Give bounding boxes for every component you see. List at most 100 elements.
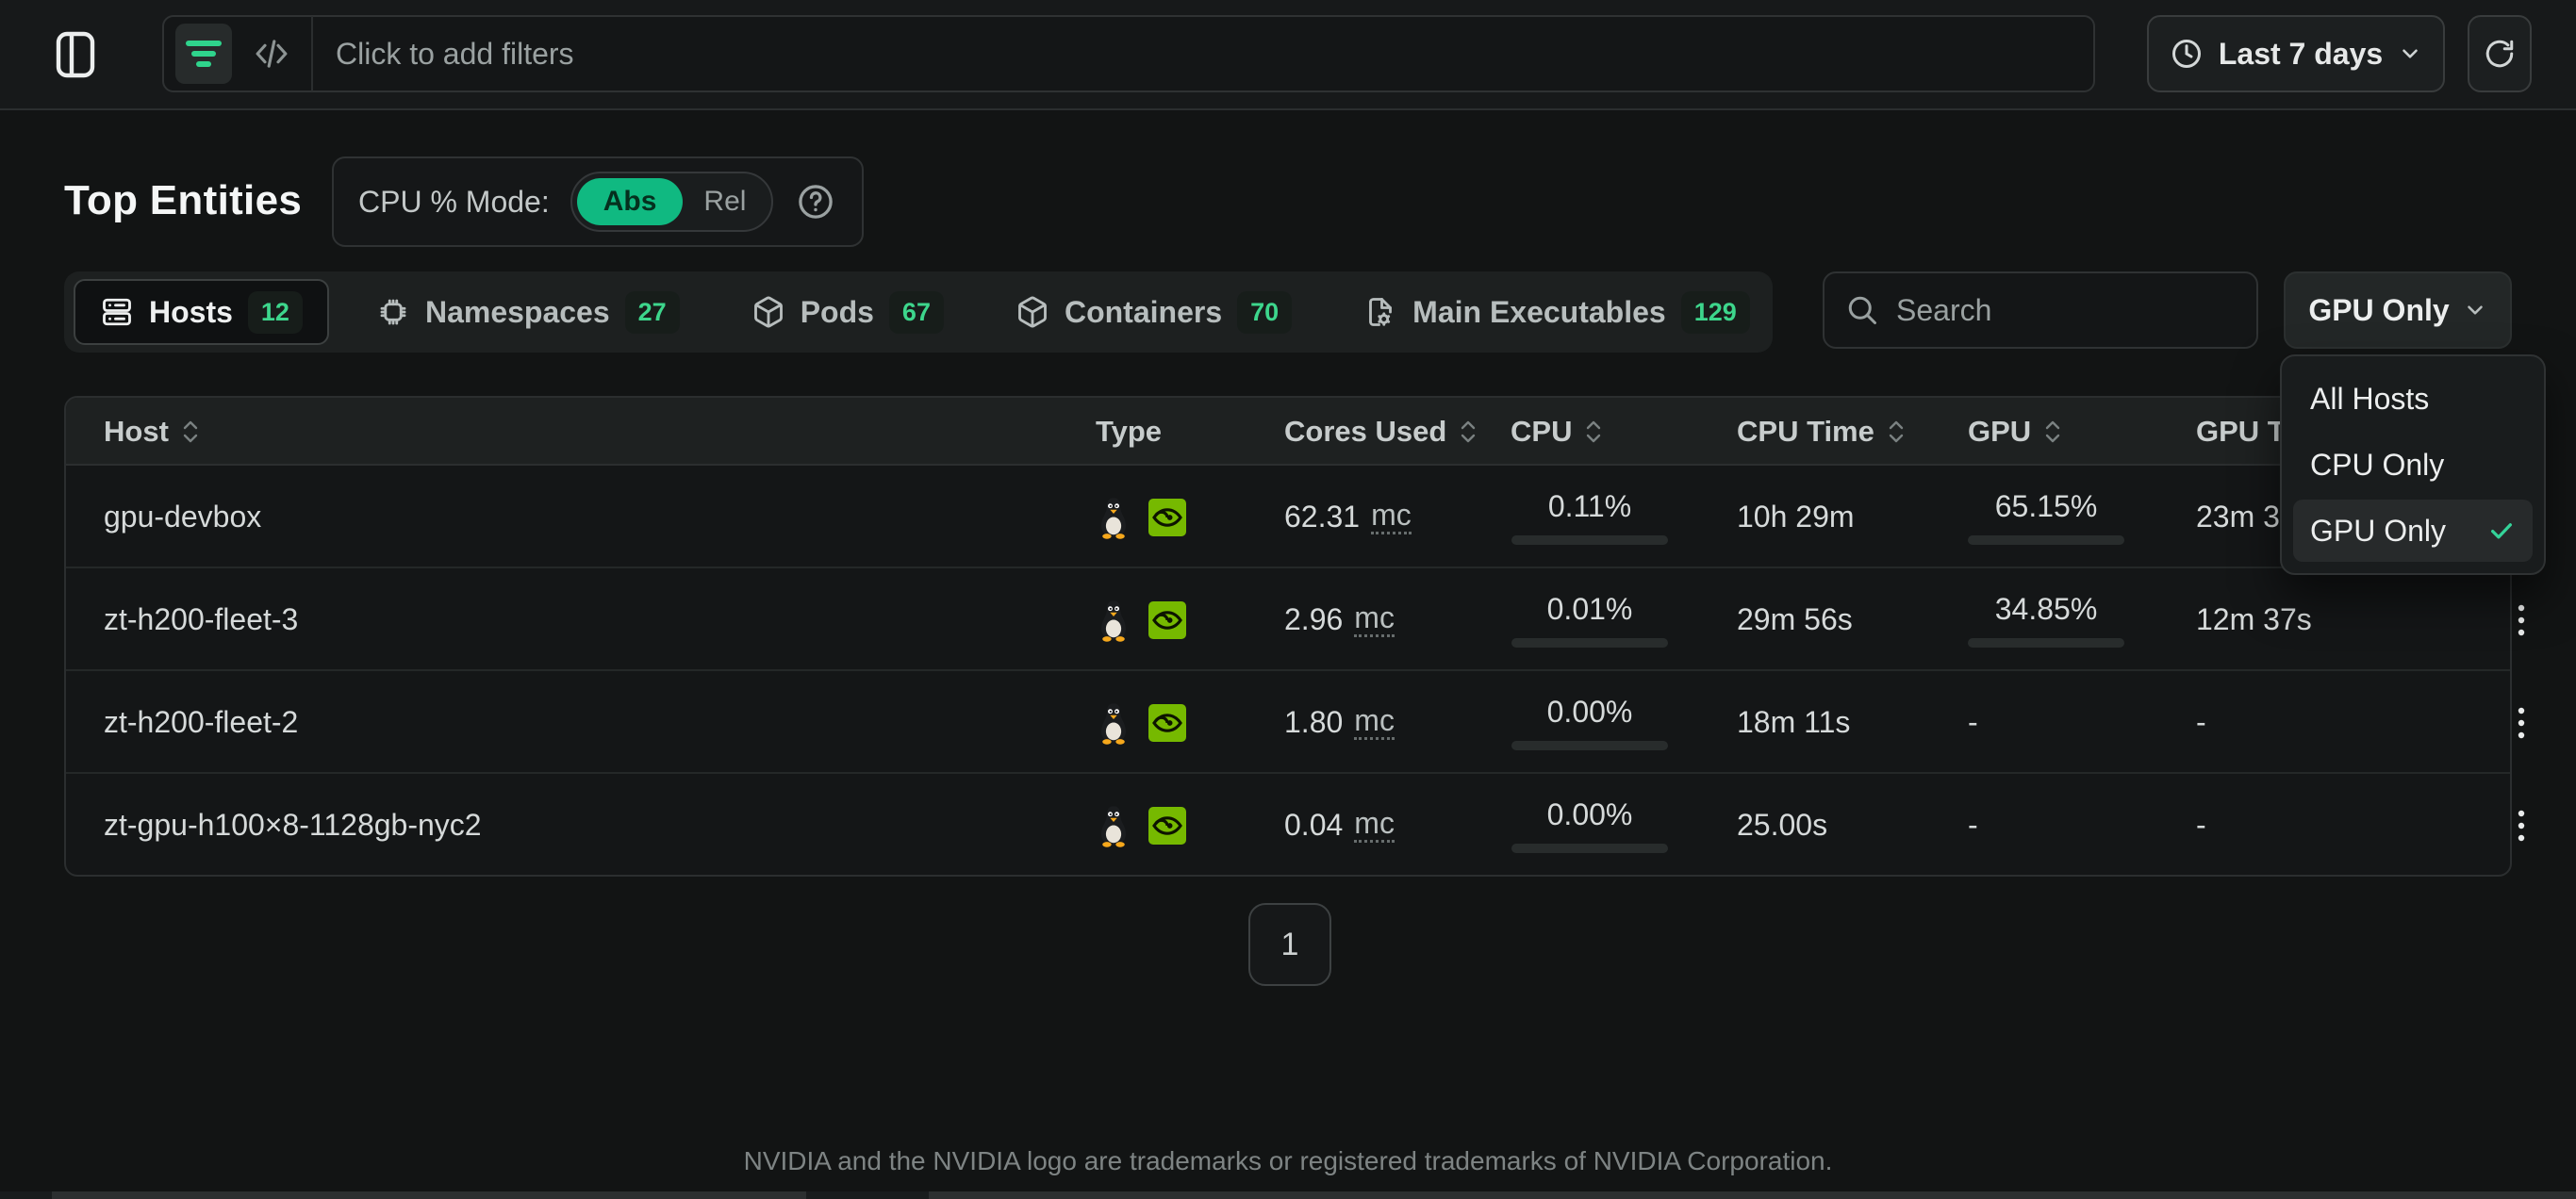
- tab-pods-count: 67: [888, 290, 944, 334]
- row-menu-button[interactable]: [2499, 774, 2544, 877]
- tab-containers-label: Containers: [1064, 294, 1223, 329]
- tab-main-executables[interactable]: Main Executables 129: [1339, 279, 1775, 345]
- filter-button[interactable]: [175, 24, 232, 84]
- column-header-cores-used[interactable]: Cores Used: [1284, 398, 1478, 466]
- check-icon: [2491, 523, 2512, 539]
- chip-icon: [376, 295, 410, 329]
- table-row[interactable]: zt-gpu-h100×8-1128gb-nyc2 0.04 mc 0.00% …: [66, 774, 2525, 877]
- filter-bar-divider: [311, 16, 313, 91]
- menu-item-gpu-only[interactable]: GPU Only: [2293, 500, 2533, 562]
- cpu-percent-bar: [1511, 638, 1668, 648]
- gpu-percent-cell: 34.85%: [1968, 568, 2124, 671]
- row-menu-button[interactable]: [2499, 568, 2544, 671]
- menu-item-label: CPU Only: [2310, 447, 2445, 482]
- cpu-percent-bar: [1511, 535, 1668, 545]
- bottom-strip-gap: [0, 1191, 52, 1199]
- tab-pods[interactable]: Pods 67: [727, 279, 968, 345]
- table-row[interactable]: zt-h200-fleet-3 2.96 mc 0.01% 29m 56s 34…: [66, 568, 2525, 671]
- pagination-page-1-button[interactable]: 1: [1248, 903, 1331, 986]
- column-header-host[interactable]: Host: [104, 398, 201, 466]
- cpu-time-cell: 25.00s: [1737, 808, 1828, 842]
- column-label: CPU: [1511, 415, 1573, 448]
- kebab-menu-icon: [2518, 604, 2525, 635]
- host-filter-dropdown-button[interactable]: GPU Only: [2284, 271, 2512, 349]
- tab-main-executables-label: Main Executables: [1412, 294, 1666, 329]
- host-name[interactable]: zt-h200-fleet-2: [104, 705, 299, 739]
- cores-unit[interactable]: mc: [1371, 500, 1412, 534]
- cores-unit[interactable]: mc: [1354, 705, 1395, 740]
- footer-trademark-text: NVIDIA and the NVIDIA logo are trademark…: [743, 1146, 1833, 1175]
- menu-item-all-hosts[interactable]: All Hosts: [2293, 368, 2533, 430]
- host-type-icons: [1096, 671, 1186, 774]
- cpu-percent-bar: [1511, 844, 1668, 853]
- clock-icon: [2171, 40, 2201, 68]
- cores-used-cell: 0.04 mc: [1284, 774, 1395, 877]
- host-name[interactable]: gpu-devbox: [104, 500, 262, 534]
- column-header-cpu[interactable]: CPU: [1511, 398, 1604, 466]
- refresh-button[interactable]: [2468, 15, 2532, 92]
- kebab-menu-icon: [2518, 810, 2525, 841]
- cpu-mode-help-button[interactable]: [794, 180, 837, 223]
- cpu-mode-label: CPU % Mode:: [358, 184, 550, 219]
- gpu-time-cell: 12m 37s: [2196, 602, 2312, 636]
- cores-unit[interactable]: mc: [1354, 808, 1395, 843]
- cores-unit[interactable]: mc: [1354, 602, 1395, 637]
- search-input[interactable]: Search: [1823, 271, 2258, 349]
- column-header-gpu[interactable]: GPU: [1968, 398, 2063, 466]
- linux-tux-icon: [1100, 805, 1127, 847]
- search-icon: [1848, 296, 1876, 324]
- cpu-percent-cell: 0.00%: [1511, 774, 1668, 877]
- gpu-percent-cell: 65.15%: [1968, 466, 2124, 568]
- tab-containers[interactable]: Containers 70: [991, 279, 1316, 345]
- package-icon: [751, 295, 785, 329]
- gpu-percent-cell: -: [1968, 705, 1978, 739]
- cpu-percent-value: 0.11%: [1547, 489, 1632, 523]
- sort-icon: [183, 420, 198, 443]
- cpu-time-cell: 29m 56s: [1737, 602, 1853, 636]
- host-filter-menu: All Hosts CPU Only GPU Only: [2280, 354, 2546, 575]
- cores-used-cell: 1.80 mc: [1284, 671, 1395, 774]
- filter-input-placeholder[interactable]: Click to add filters: [336, 36, 574, 71]
- file-gear-icon: [1363, 295, 1397, 329]
- cpu-mode-abs-option[interactable]: Abs: [576, 178, 684, 225]
- panel-left-icon: [56, 31, 95, 78]
- column-header-type: Type: [1096, 398, 1162, 466]
- package-icon: [1016, 295, 1049, 329]
- filter-bar[interactable]: Click to add filters: [162, 15, 2095, 92]
- menu-item-label: All Hosts: [2310, 381, 2430, 416]
- cores-used-cell: 62.31 mc: [1284, 466, 1412, 568]
- search-placeholder: Search: [1896, 292, 1992, 327]
- tab-namespaces-label: Namespaces: [424, 294, 610, 329]
- cpu-time-cell: 10h 29m: [1737, 500, 1855, 534]
- host-type-icons: [1096, 466, 1186, 568]
- table-header: Host Type Cores Used CPU CPU Time GPU: [66, 398, 2510, 466]
- table-row[interactable]: gpu-devbox 62.31 mc 0.11% 10h 29m 65.15%…: [66, 466, 2525, 568]
- cpu-percent-cell: 0.11%: [1511, 466, 1668, 568]
- nvidia-logo-icon: [1148, 703, 1186, 742]
- linux-tux-icon: [1100, 600, 1127, 642]
- cpu-percent-cell: 0.00%: [1511, 671, 1668, 774]
- gpu-percent-bar: [1968, 535, 2124, 545]
- cpu-mode-rel-option[interactable]: Rel: [703, 186, 747, 217]
- host-name[interactable]: zt-h200-fleet-3: [104, 602, 299, 636]
- cpu-percent-bar: [1511, 741, 1668, 750]
- gpu-percent-bar: [1968, 638, 2124, 648]
- column-label: Host: [104, 415, 169, 448]
- tab-containers-count: 70: [1237, 290, 1293, 334]
- cpu-percent-cell: 0.01%: [1511, 568, 1668, 671]
- nvidia-logo-icon: [1148, 806, 1186, 845]
- tab-hosts[interactable]: Hosts 12: [74, 279, 329, 345]
- table-row[interactable]: zt-h200-fleet-2 1.80 mc 0.00% 18m 11s - …: [66, 671, 2525, 774]
- time-range-button[interactable]: Last 7 days: [2147, 15, 2445, 92]
- sidebar-toggle-button[interactable]: [45, 25, 106, 85]
- host-name[interactable]: zt-gpu-h100×8-1128gb-nyc2: [104, 808, 482, 842]
- gpu-percent-value: 34.85%: [1994, 592, 2098, 626]
- hosts-table: Host Type Cores Used CPU CPU Time GPU: [64, 396, 2525, 877]
- column-header-cpu-time[interactable]: CPU Time: [1737, 398, 1907, 466]
- cores-value: 1.80: [1284, 705, 1344, 739]
- row-menu-button[interactable]: [2499, 671, 2544, 774]
- menu-item-cpu-only[interactable]: CPU Only: [2293, 434, 2533, 496]
- query-code-button[interactable]: [247, 29, 296, 78]
- tab-namespaces[interactable]: Namespaces 27: [352, 279, 704, 345]
